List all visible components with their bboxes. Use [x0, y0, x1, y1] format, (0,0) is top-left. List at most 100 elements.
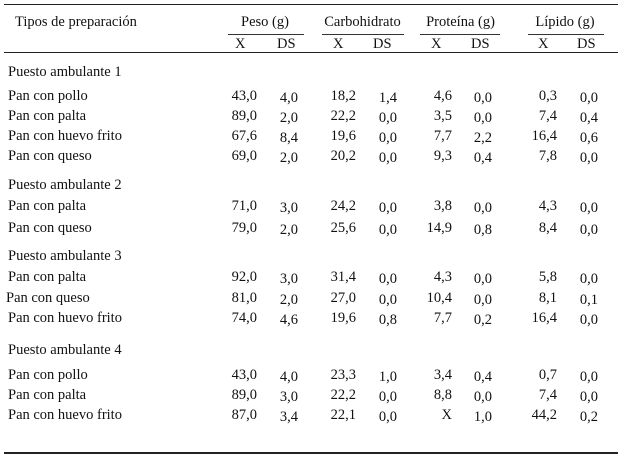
ds-cell: 4,0 — [279, 90, 298, 106]
ds-cell: 0,8 — [473, 222, 492, 238]
ds-cell: 0,0 — [378, 222, 397, 238]
group-rule-carbohidrato — [322, 34, 404, 35]
mean-cell: 10,4 — [426, 290, 452, 306]
mean-cell: 43,0 — [231, 367, 257, 383]
mean-cell: 27,0 — [330, 290, 356, 306]
ds-cell: 0,0 — [473, 389, 492, 405]
ds-cell: 0,0 — [378, 389, 397, 405]
ds-cell: 0,0 — [579, 90, 598, 106]
ds-cell: 0,4 — [579, 110, 598, 126]
ds-cell: 3,0 — [279, 200, 298, 216]
section-title: Puesto ambulante 2 — [8, 177, 122, 193]
ds-cell: 0,4 — [473, 369, 492, 385]
ds-cell: 0,0 — [579, 312, 598, 328]
ds-cell: 0,0 — [378, 110, 397, 126]
mean-cell: 22,2 — [330, 108, 356, 124]
mean-cell: 89,0 — [231, 387, 257, 403]
ds-cell: 0,0 — [378, 409, 397, 425]
sub-header-ds: DS — [277, 36, 296, 52]
mean-cell: 89,0 — [231, 108, 257, 124]
sub-header-x: X — [431, 36, 442, 52]
section-title: Puesto ambulante 4 — [8, 342, 122, 358]
mean-cell: 7,8 — [538, 148, 557, 164]
ds-cell: 0,0 — [378, 292, 397, 308]
ds-cell: 0,4 — [473, 150, 492, 166]
sub-header-ds: DS — [373, 36, 392, 52]
sub-header-ds: DS — [577, 36, 596, 52]
row-label: Pan con palta — [8, 387, 87, 403]
ds-cell: 3,0 — [279, 389, 298, 405]
ds-cell: 0,1 — [579, 292, 598, 308]
mean-cell: 8,4 — [538, 220, 557, 236]
group-header-carbohidrato: Carbohidrato — [324, 14, 401, 30]
ds-cell: 3,0 — [279, 271, 298, 287]
mean-cell: 3,8 — [433, 198, 452, 214]
header-rule — [4, 52, 618, 53]
mean-cell: 7,4 — [538, 387, 557, 403]
ds-cell: 0,0 — [579, 271, 598, 287]
ds-cell: 2,0 — [279, 150, 298, 166]
mean-cell: 22,2 — [330, 387, 356, 403]
ds-cell: 0,0 — [579, 150, 598, 166]
mean-cell: 3,5 — [433, 108, 452, 124]
row-label: Pan con queso — [6, 290, 90, 306]
sub-header-x: X — [538, 36, 549, 52]
mean-cell: X — [441, 407, 452, 423]
mean-cell: 5,8 — [538, 269, 557, 285]
mean-cell: 18,2 — [330, 88, 356, 104]
ds-cell: 4,6 — [279, 312, 298, 328]
top-rule — [4, 4, 618, 5]
ds-cell: 0,0 — [579, 389, 598, 405]
group-rule-peso — [228, 34, 304, 35]
mean-cell: 74,0 — [231, 310, 257, 326]
row-label: Pan con pollo — [8, 88, 88, 104]
ds-cell: 0,0 — [378, 271, 397, 287]
mean-cell: 16,4 — [531, 128, 557, 144]
ds-cell: 2,0 — [279, 222, 298, 238]
mean-cell: 7,7 — [433, 310, 452, 326]
mean-cell: 67,6 — [231, 128, 257, 144]
mean-cell: 9,3 — [433, 148, 452, 164]
mean-cell: 7,7 — [433, 128, 452, 144]
mean-cell: 22,1 — [330, 407, 356, 423]
group-header-lipido: Lípido (g) — [535, 14, 595, 30]
mean-cell: 43,0 — [231, 88, 257, 104]
ds-cell: 0,0 — [378, 150, 397, 166]
row-label: Pan con huevo frito — [8, 310, 122, 326]
row-label: Pan con huevo frito — [8, 407, 122, 423]
ds-cell: 0,0 — [579, 200, 598, 216]
ds-cell: 0,0 — [473, 90, 492, 106]
mean-cell: 4,6 — [433, 88, 452, 104]
mean-cell: 0,3 — [538, 88, 557, 104]
sub-header-ds: DS — [471, 36, 490, 52]
mean-cell: 14,9 — [426, 220, 452, 236]
ds-cell: 0,0 — [579, 369, 598, 385]
row-label: Pan con palta — [8, 198, 87, 214]
ds-cell: 0,0 — [473, 200, 492, 216]
mean-cell: 71,0 — [231, 198, 257, 214]
ds-cell: 0,0 — [473, 271, 492, 287]
ds-cell: 0,6 — [579, 130, 598, 146]
ds-cell: 4,0 — [279, 369, 298, 385]
mean-cell: 23,3 — [330, 367, 356, 383]
ds-cell: 0,0 — [579, 222, 598, 238]
mean-cell: 7,4 — [538, 108, 557, 124]
mean-cell: 4,3 — [538, 198, 557, 214]
section-title: Puesto ambulante 1 — [8, 64, 122, 80]
row-label: Pan con pollo — [8, 367, 88, 383]
mean-cell: 19,6 — [330, 128, 356, 144]
mean-cell: 16,4 — [531, 310, 557, 326]
mean-cell: 92,0 — [231, 269, 257, 285]
ds-cell: 2,2 — [473, 130, 492, 146]
ds-cell: 3,4 — [279, 409, 298, 425]
sub-header-x: X — [333, 36, 344, 52]
mean-cell: 69,0 — [231, 148, 257, 164]
mean-cell: 3,4 — [433, 367, 452, 383]
mean-cell: 24,2 — [330, 198, 356, 214]
ds-cell: 1,4 — [378, 90, 397, 106]
group-rule-lipido — [528, 34, 604, 35]
ds-cell: 0,0 — [473, 110, 492, 126]
mean-cell: 44,2 — [531, 407, 557, 423]
bottom-rule — [4, 452, 618, 454]
mean-cell: 81,0 — [231, 290, 257, 306]
